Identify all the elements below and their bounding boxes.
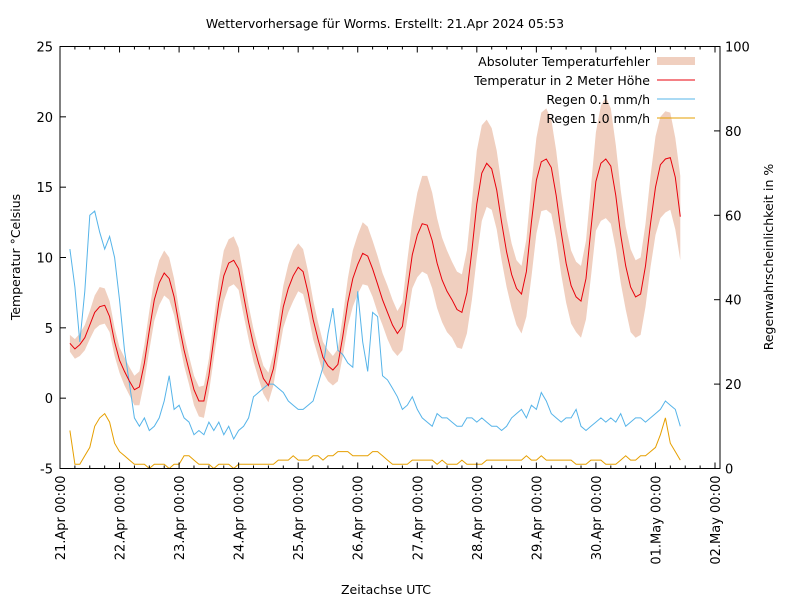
x-tick-label: 02.May 00:00 bbox=[709, 476, 724, 565]
y2-axis-ticks: 0 20 40 60 80 100 bbox=[714, 41, 750, 478]
y-axis-ticks: -5 0 5 10 15 20 25 bbox=[36, 41, 66, 478]
y2-tick-label: 0 bbox=[725, 463, 733, 478]
y-tick-label: 5 bbox=[45, 322, 53, 337]
y2-axis-label: Regenwahrscheinlichkeit in % bbox=[761, 164, 776, 351]
legend-swatch-band bbox=[657, 57, 695, 65]
x-tick-label: 25.Apr 00:00 bbox=[292, 476, 307, 561]
rain-1-0-mm-line bbox=[69, 412, 681, 470]
y-tick-label: 20 bbox=[36, 111, 53, 126]
temperature-line bbox=[69, 156, 681, 402]
x-tick-label: 29.Apr 00:00 bbox=[530, 476, 545, 561]
rain-0-1-mm-line bbox=[69, 210, 681, 441]
x-tick-label: 27.Apr 00:00 bbox=[411, 476, 426, 561]
legend-label: Regen 1.0 mm/h bbox=[546, 111, 650, 126]
rain-lines-layer bbox=[69, 210, 681, 470]
temperature-error-band bbox=[69, 97, 681, 418]
x-tick-label: 22.Apr 00:00 bbox=[114, 476, 129, 561]
y-tick-label: 0 bbox=[45, 392, 53, 407]
temperature-line-layer bbox=[69, 156, 681, 402]
y-tick-label: 10 bbox=[36, 252, 53, 267]
y2-tick-label: 60 bbox=[725, 209, 742, 224]
x-tick-label: 21.Apr 00:00 bbox=[54, 476, 69, 561]
temperature-error-band-layer bbox=[69, 97, 681, 418]
x-tick-label: 30.Apr 00:00 bbox=[590, 476, 605, 561]
y2-tick-label: 20 bbox=[725, 378, 742, 393]
y2-tick-label: 100 bbox=[725, 41, 750, 56]
x-tick-label: 28.Apr 00:00 bbox=[471, 476, 486, 561]
y-tick-label: 25 bbox=[36, 41, 53, 56]
legend-label: Regen 0.1 mm/h bbox=[546, 92, 650, 107]
legend-label: Absoluter Temperaturfehler bbox=[478, 54, 651, 69]
x-axis-ticks: 21.Apr 00:00 22.Apr 00:00 23.Apr 00:00 24.A… bbox=[54, 46, 724, 565]
y-axis-label: Temperatur °Celsius bbox=[8, 194, 23, 321]
x-axis-label: Zeitachse UTC bbox=[341, 582, 431, 597]
y2-tick-label: 40 bbox=[725, 294, 742, 309]
y-tick-label: 15 bbox=[36, 181, 53, 196]
x-tick-label: 26.Apr 00:00 bbox=[352, 476, 367, 561]
y2-tick-label: 80 bbox=[725, 125, 742, 140]
x-tick-label: 24.Apr 00:00 bbox=[233, 476, 248, 561]
x-tick-label: 23.Apr 00:00 bbox=[173, 476, 188, 561]
x-tick-label: 01.May 00:00 bbox=[650, 476, 665, 565]
y-tick-label: -5 bbox=[40, 463, 53, 478]
legend: Absoluter Temperaturfehler Temperatur in … bbox=[473, 54, 695, 126]
chart-title: Wettervorhersage für Worms. Erstellt: 21… bbox=[206, 16, 564, 31]
legend-label: Temperatur in 2 Meter Höhe bbox=[473, 73, 650, 88]
